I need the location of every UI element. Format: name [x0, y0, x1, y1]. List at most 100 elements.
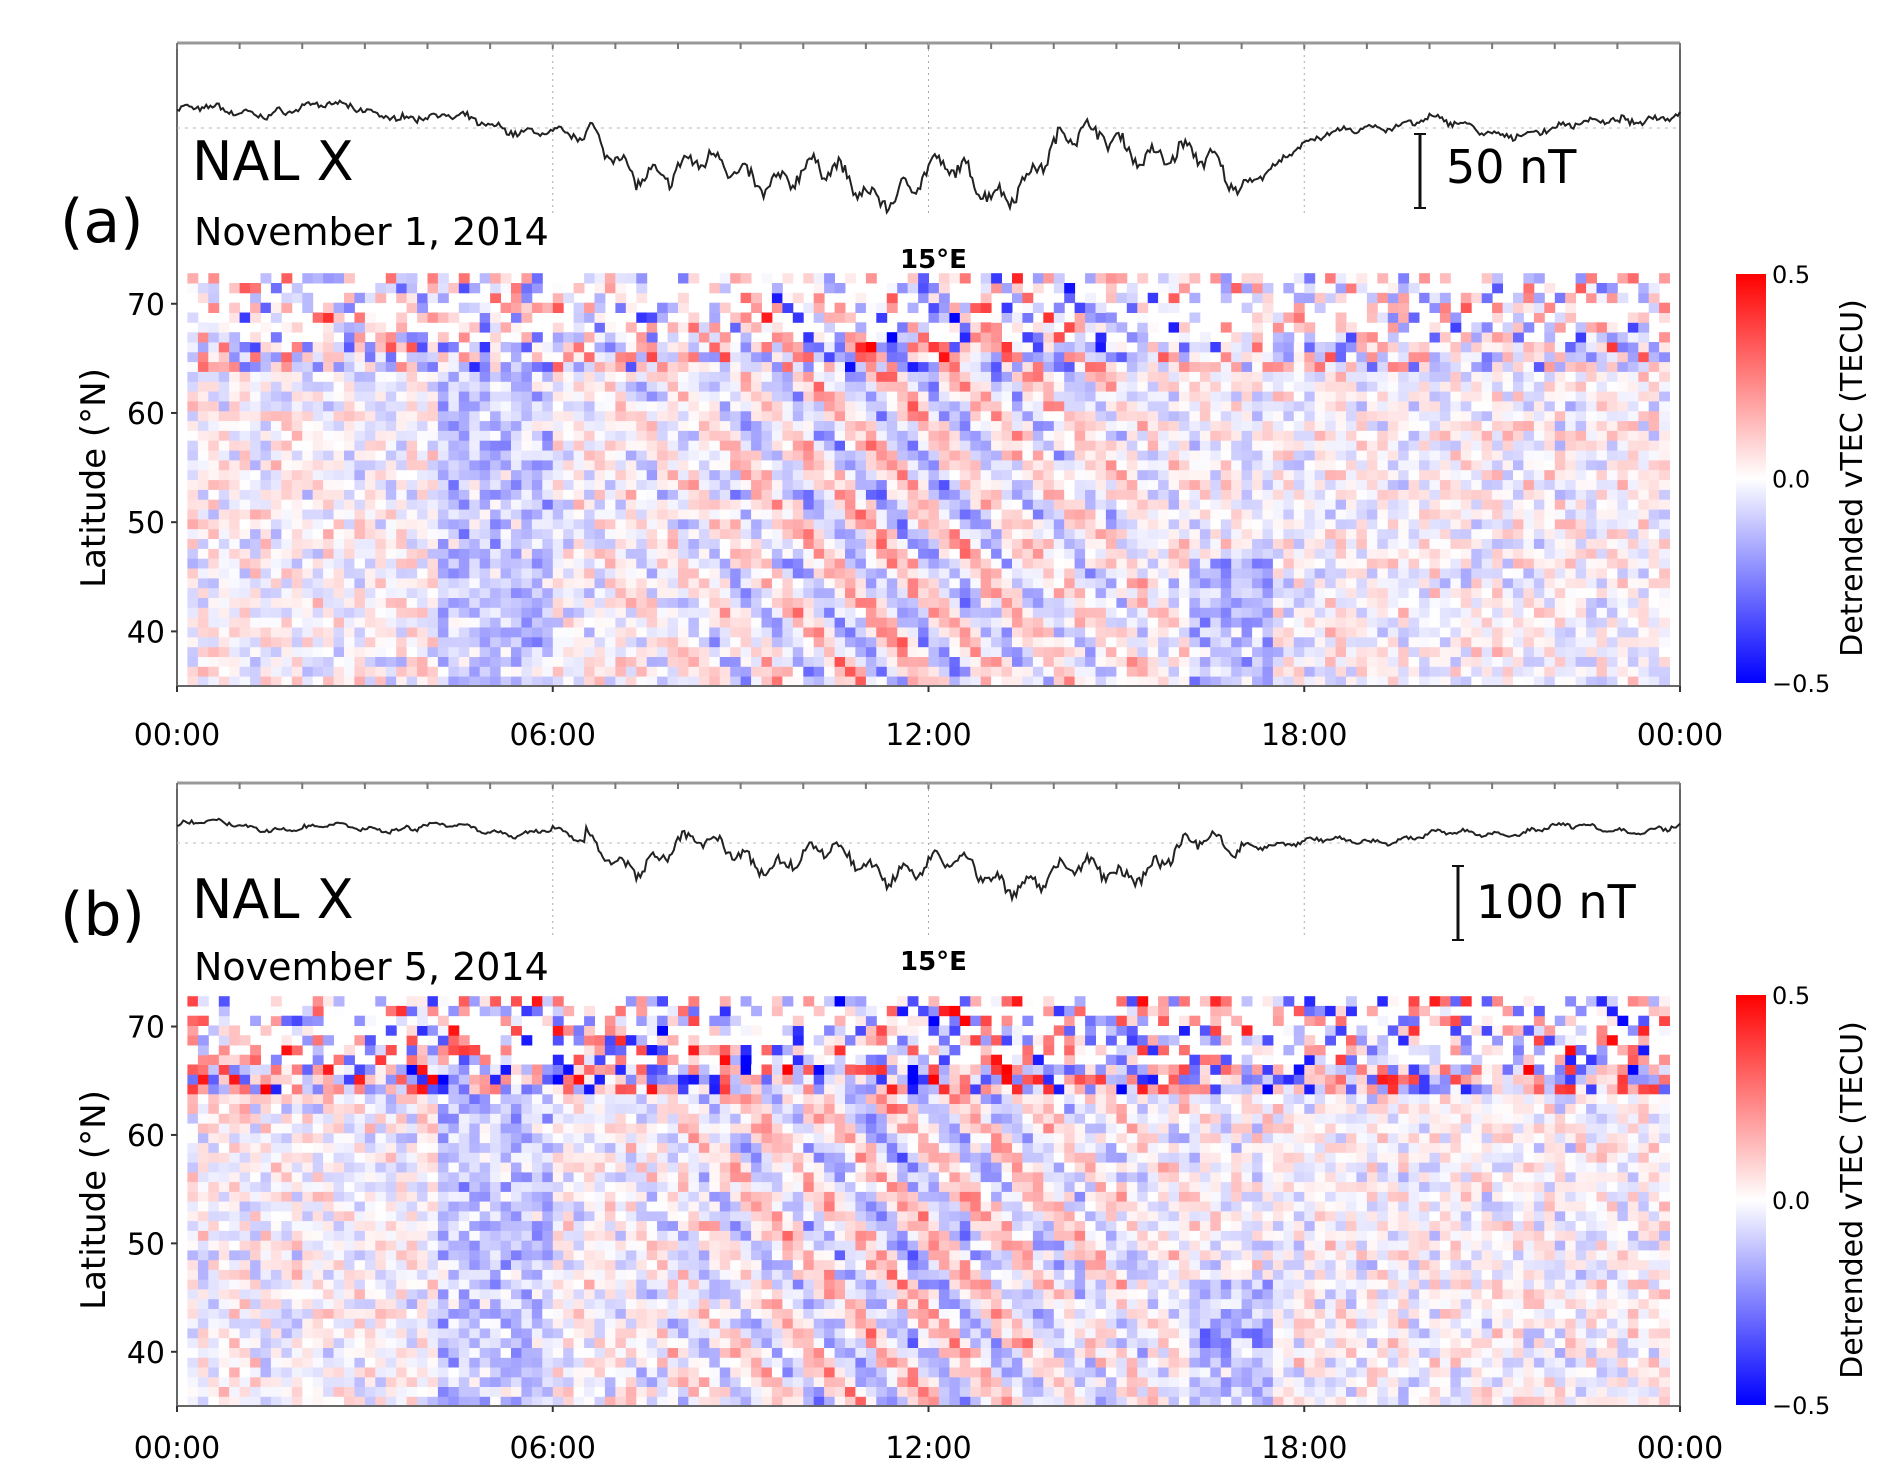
heatmap-cell — [1283, 351, 1295, 363]
heatmap-cell — [323, 381, 334, 392]
heatmap-cell — [1492, 430, 1503, 441]
heatmap-cell — [385, 283, 397, 294]
heatmap-cell — [625, 617, 637, 628]
heatmap-cell — [1012, 489, 1023, 500]
heatmap-cell — [594, 322, 606, 333]
heatmap-cell — [667, 587, 679, 598]
heatmap-cell — [427, 499, 439, 510]
heatmap-cell — [813, 489, 825, 500]
heatmap-cell — [270, 440, 282, 451]
heatmap-cell — [1492, 636, 1503, 648]
heatmap-cell — [302, 479, 314, 490]
heatmap-cell — [458, 342, 470, 353]
heatmap-cell — [886, 371, 898, 382]
heatmap-cell — [959, 509, 971, 520]
heatmap-cell — [469, 459, 481, 471]
heatmap-cell — [1304, 636, 1316, 648]
heatmap-cell — [229, 410, 241, 422]
heatmap-cell — [500, 656, 512, 667]
heatmap-cell — [364, 401, 376, 412]
heatmap-cell — [448, 410, 460, 422]
heatmap-cell — [1262, 558, 1274, 569]
heatmap-cell — [782, 371, 794, 382]
heatmap-cell — [1387, 499, 1399, 510]
heatmap-cell — [1356, 577, 1368, 589]
heatmap-cell — [1137, 381, 1149, 392]
heatmap-cell — [625, 430, 637, 441]
heatmap-cell — [813, 528, 825, 539]
heatmap-cell — [1210, 676, 1222, 687]
heatmap-cell — [918, 627, 929, 638]
heatmap-cell — [375, 548, 387, 559]
heatmap-cell — [344, 273, 355, 284]
heatmap-cell — [980, 489, 992, 500]
heatmap-cell — [1346, 587, 1357, 598]
heatmap-cell — [1419, 538, 1430, 549]
heatmap-cell — [1346, 607, 1357, 618]
heatmap-cell — [437, 351, 449, 363]
heatmap-cell — [845, 617, 856, 628]
heatmap-cell — [813, 391, 825, 402]
heatmap-cell — [1220, 528, 1232, 539]
heatmap-cell — [385, 597, 397, 608]
heatmap-cell — [500, 568, 512, 579]
heatmap-cell — [1126, 499, 1138, 510]
heatmap-cell — [1189, 636, 1201, 648]
heatmap-cell — [1241, 401, 1253, 412]
heatmap-cell — [636, 312, 648, 323]
heatmap-cell — [646, 391, 658, 402]
heatmap-cell — [312, 568, 324, 579]
heatmap-cell — [1095, 479, 1107, 490]
heatmap-cell — [1085, 302, 1096, 313]
heatmap-cell — [1272, 312, 1284, 323]
heatmap-cell — [886, 617, 898, 628]
heatmap-cell — [1262, 371, 1274, 382]
heatmap-cell — [1471, 568, 1483, 579]
heatmap-cell — [625, 469, 637, 481]
heatmap-cell — [1387, 322, 1399, 333]
heatmap-cell — [1095, 509, 1107, 520]
heatmap-cell — [719, 548, 731, 559]
heatmap-cell — [688, 440, 700, 451]
heatmap-cell — [448, 676, 460, 687]
heatmap-cell — [938, 587, 950, 598]
heatmap-cell — [208, 499, 220, 510]
heatmap-cell — [897, 587, 909, 598]
heatmap-cell — [1492, 332, 1503, 343]
heatmap-cell — [751, 558, 762, 569]
heatmap-cell — [1408, 283, 1420, 294]
heatmap-cell — [907, 528, 919, 539]
heatmap-cell — [1168, 469, 1180, 481]
heatmap-cell — [469, 646, 481, 657]
heatmap-cell — [1147, 558, 1159, 569]
heatmap-cell — [1001, 607, 1013, 618]
heatmap-cell — [1168, 666, 1180, 677]
heatmap-cell — [1231, 450, 1243, 461]
heatmap-cell — [333, 381, 345, 392]
heatmap-cell — [959, 440, 971, 451]
heatmap-cell — [1001, 489, 1013, 500]
heatmap-cell — [448, 627, 460, 638]
heatmap-cell — [385, 450, 397, 461]
heatmap-cell — [239, 440, 251, 451]
heatmap-cell — [1053, 371, 1065, 382]
heatmap-cell — [385, 666, 397, 677]
heatmap-cell — [291, 587, 303, 598]
heatmap-cell — [1231, 646, 1243, 657]
heatmap-cell — [1419, 597, 1430, 608]
heatmap-cell — [1168, 577, 1180, 589]
heatmap-cell — [1231, 538, 1243, 549]
heatmap-cell — [584, 528, 595, 539]
heatmap-cell — [563, 666, 575, 677]
heatmap-cell — [1325, 597, 1336, 608]
heatmap-cell — [730, 636, 742, 648]
heatmap-cell — [824, 440, 835, 451]
heatmap-cell — [834, 469, 846, 481]
heatmap-cell — [1366, 489, 1378, 500]
heatmap-cell — [1335, 342, 1347, 353]
heatmap-cell — [991, 577, 1002, 589]
heatmap-cell — [991, 636, 1002, 648]
heatmap-cell — [385, 528, 397, 539]
heatmap-cell — [959, 518, 971, 530]
heatmap-cell — [1502, 332, 1514, 343]
